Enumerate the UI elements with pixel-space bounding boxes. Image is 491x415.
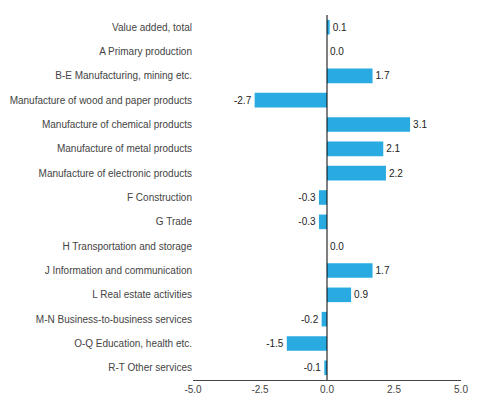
svg-text:O-Q Education, health etc.: O-Q Education, health etc. (74, 338, 192, 349)
svg-text:-1.5: -1.5 (266, 338, 284, 349)
svg-text:M-N Business-to-business servi: M-N Business-to-business services (36, 314, 192, 325)
svg-text:Manufacture of electronic prod: Manufacture of electronic products (39, 168, 192, 179)
svg-text:0.9: 0.9 (354, 289, 368, 300)
svg-text:F Construction: F Construction (127, 192, 192, 203)
svg-text:2.5: 2.5 (387, 384, 401, 395)
svg-text:-0.1: -0.1 (304, 362, 322, 373)
svg-text:0.0: 0.0 (320, 384, 334, 395)
svg-text:-0.3: -0.3 (298, 216, 316, 227)
svg-text:-0.2: -0.2 (301, 314, 319, 325)
svg-text:R-T Other services: R-T Other services (108, 362, 192, 373)
svg-text:0.0: 0.0 (330, 241, 344, 252)
svg-text:J Information and communicatio: J Information and communication (45, 265, 192, 276)
svg-text:-2.7: -2.7 (234, 95, 252, 106)
svg-text:L Real estate activities: L Real estate activities (92, 289, 192, 300)
svg-text:H Transportation and storage: H Transportation and storage (62, 241, 192, 252)
svg-text:Manufacture of metal products: Manufacture of metal products (57, 143, 192, 154)
svg-text:5.0: 5.0 (454, 384, 468, 395)
svg-text:Manufacture of chemical produc: Manufacture of chemical products (42, 119, 192, 130)
svg-text:Value added, total: Value added, total (112, 22, 192, 33)
svg-text:0.0: 0.0 (330, 46, 344, 57)
svg-text:3.1: 3.1 (413, 119, 427, 130)
svg-text:-2.5: -2.5 (251, 384, 269, 395)
svg-text:2.1: 2.1 (386, 143, 400, 154)
svg-text:A Primary production: A Primary production (99, 46, 192, 57)
svg-text:B-E Manufacturing, mining etc.: B-E Manufacturing, mining etc. (55, 70, 192, 81)
svg-text:-5.0: -5.0 (184, 384, 202, 395)
svg-text:Manufacture of wood and paper: Manufacture of wood and paper products (10, 95, 192, 106)
svg-text:2.2: 2.2 (389, 168, 403, 179)
svg-text:1.7: 1.7 (376, 70, 390, 81)
svg-text:0.1: 0.1 (333, 22, 347, 33)
svg-text:1.7: 1.7 (376, 265, 390, 276)
svg-text:G Trade: G Trade (156, 216, 193, 227)
svg-text:-0.3: -0.3 (298, 192, 316, 203)
